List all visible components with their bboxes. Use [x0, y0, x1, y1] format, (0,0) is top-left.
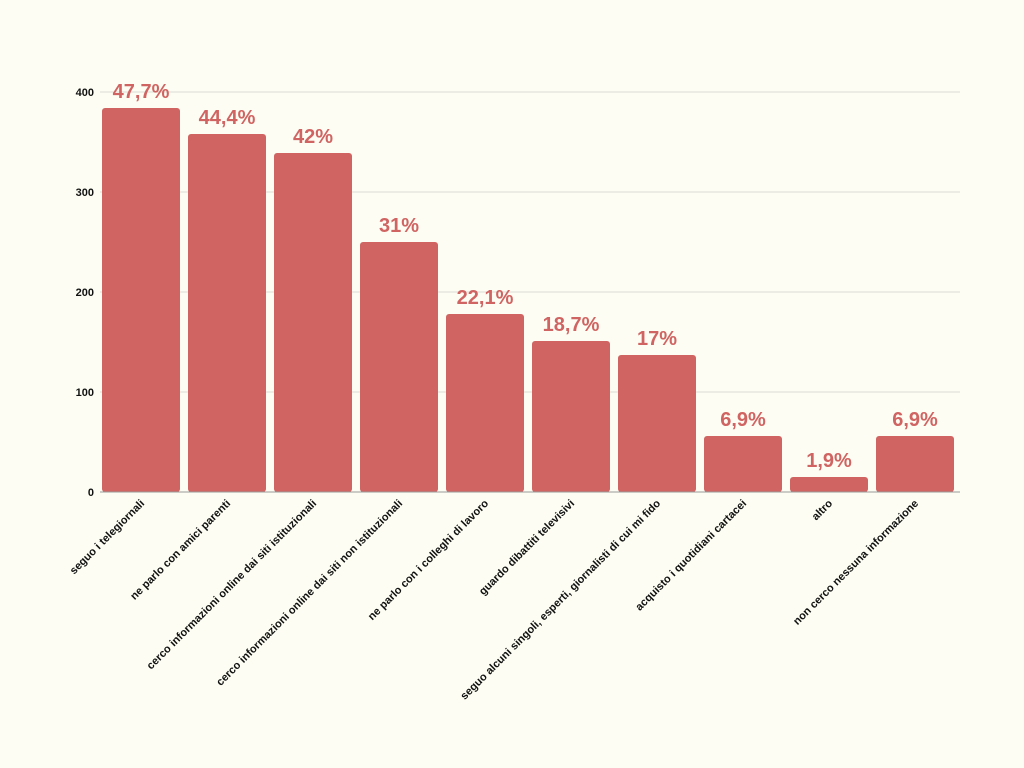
- x-category-label: seguo alcuni singoli, esperti, giornalis…: [458, 497, 663, 702]
- data-label: 42%: [293, 126, 333, 148]
- y-tick-label: 300: [76, 187, 94, 199]
- data-label: 44,4%: [199, 107, 256, 129]
- x-category-label: guardo dibattiti televisivi: [477, 498, 577, 598]
- bar: [446, 314, 524, 492]
- bar: [532, 341, 610, 492]
- x-category-label: seguo i telegiornali: [68, 498, 147, 577]
- y-tick-label: 100: [76, 387, 94, 399]
- x-category-label: non cerco nessuna informazione: [791, 498, 921, 628]
- x-category-label: ne parlo con amici parenti: [128, 498, 233, 603]
- data-label: 17%: [637, 328, 677, 350]
- bar: [360, 242, 438, 492]
- data-label: 6,9%: [892, 409, 938, 431]
- y-tick-label: 200: [76, 287, 94, 299]
- x-category-label: cerco informazioni online dai siti istit…: [145, 498, 319, 672]
- bar: [102, 108, 180, 492]
- data-label: 6,9%: [720, 409, 766, 431]
- bar: [790, 477, 868, 492]
- data-label: 31%: [379, 215, 419, 237]
- bar: [188, 134, 266, 492]
- data-label: 18,7%: [543, 314, 600, 336]
- x-category-label: cerco informazioni online dai siti non i…: [214, 498, 405, 689]
- y-tick-label: 400: [76, 87, 94, 99]
- bar: [618, 355, 696, 492]
- x-category-label: altro: [810, 497, 836, 523]
- bar: [704, 436, 782, 492]
- y-tick-label: 0: [88, 487, 94, 499]
- bar: [274, 153, 352, 492]
- data-label: 1,9%: [806, 450, 852, 472]
- bar: [876, 436, 954, 492]
- data-label: 47,7%: [113, 81, 170, 103]
- data-label: 22,1%: [457, 287, 514, 309]
